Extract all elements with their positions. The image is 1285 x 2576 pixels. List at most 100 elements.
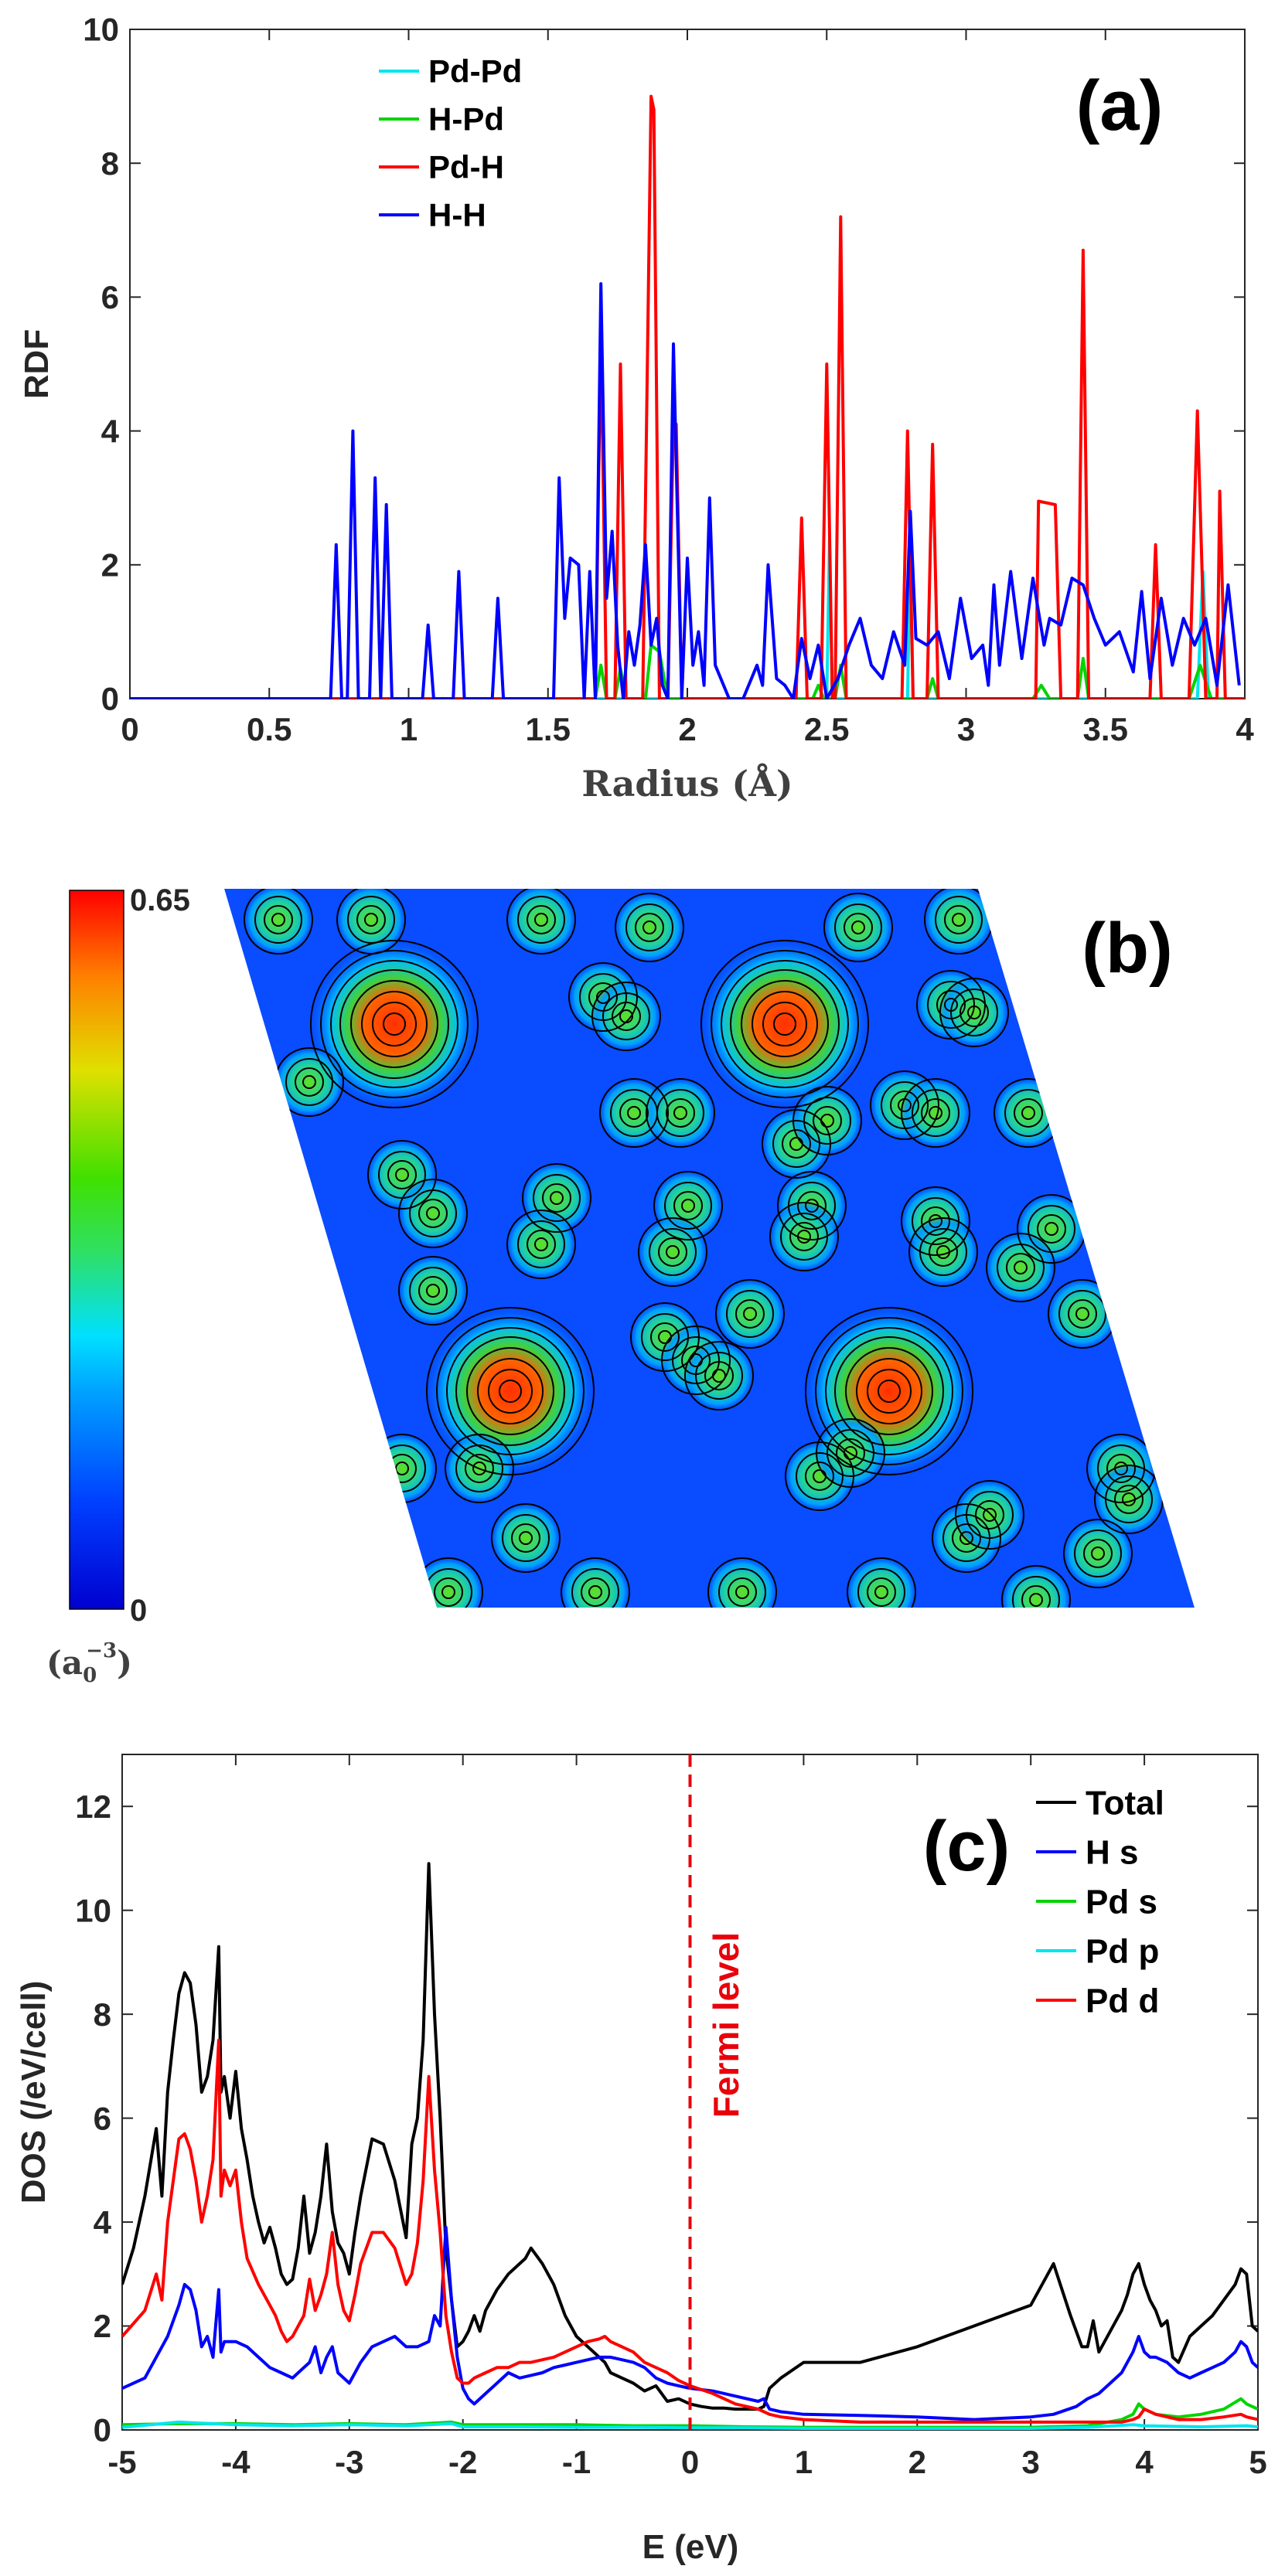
density-contour-ring [418, 1276, 448, 1305]
density-contour-ring [646, 1078, 715, 1148]
h-atom-density [1047, 1278, 1118, 1349]
density-contour-ring [295, 1067, 324, 1097]
density-contour-ring [1074, 1530, 1122, 1577]
legend-label: Pd p [1086, 1932, 1159, 1970]
h-atom-density [1062, 1518, 1133, 1589]
legend-label: Pd-H [428, 149, 504, 185]
panel-a-ticks: 0 0.5 1 1.5 2 2.5 3 3.5 4 0 2 4 6 8 10 [83, 12, 1254, 747]
density-contour-ring [372, 1002, 417, 1046]
legend-label: H-Pd [428, 101, 504, 138]
density-contour-ring [1029, 1593, 1043, 1607]
density-contour-ring [347, 896, 395, 944]
density-contour-ring [1058, 1290, 1106, 1338]
density-contour-ring [867, 1577, 896, 1607]
y-tick-label: 6 [94, 2100, 111, 2136]
h-atom-density [490, 1502, 561, 1574]
density-contour-ring [815, 1317, 963, 1465]
density-contour-ring [797, 1230, 811, 1244]
series-line-h-s [122, 2225, 1258, 2421]
h-atom-density [923, 889, 994, 955]
density-contour-ring [983, 1508, 997, 1522]
density-contour-ring [707, 1557, 777, 1608]
density-contour-ring [704, 1361, 734, 1390]
density-contour-ring [465, 1454, 494, 1483]
density-contour-ring [656, 1089, 704, 1137]
density-contour-ring [571, 1568, 619, 1608]
x-tick-label: 2.5 [804, 711, 849, 747]
density-contour-ring [857, 1568, 905, 1608]
x-tick-label: 1 [795, 2444, 813, 2480]
density-contour-ring [921, 1098, 950, 1128]
y-tick-label: 4 [101, 413, 120, 449]
density-contour-ring [769, 1202, 839, 1271]
density-contour-ring [339, 969, 449, 1079]
y-tick-label: 10 [83, 12, 119, 48]
x-tick-label: 0.5 [247, 711, 291, 747]
h-atom-density [560, 1557, 631, 1608]
density-contour-ring [780, 1213, 828, 1261]
density-contour-ring [921, 1206, 950, 1236]
density-contour-ring [712, 1369, 726, 1383]
density-contour-ring [684, 1341, 754, 1411]
density-contour-ring [932, 1503, 1001, 1573]
x-tick-label: 3 [957, 711, 975, 747]
panel-c-ylabel: DOS (/eV/cell) [15, 1981, 53, 2204]
density-contour-ring [395, 1462, 409, 1475]
panel-b-charge-density-map: 0.65 0 (a0−3) (b) [46, 883, 1195, 1687]
x-tick-label: 0 [121, 711, 138, 747]
density-contour-ring [619, 1009, 633, 1023]
panel-c-series [122, 1862, 1258, 2430]
density-contour-ring [506, 889, 576, 955]
h-atom-density [366, 1433, 438, 1504]
legend-label: Pd-Pd [428, 53, 522, 90]
density-contour-ring [445, 1434, 514, 1503]
series-line-pd-p [122, 2420, 1258, 2430]
density-contour-ring [527, 1230, 556, 1259]
density-contour-ring [336, 889, 406, 955]
density-contour-ring [320, 950, 469, 1098]
density-contour-ring [638, 1217, 707, 1287]
density-contour-ring [441, 1585, 455, 1599]
density-contour-ring [805, 1462, 834, 1491]
colorbar-max-label: 0.65 [130, 883, 190, 917]
density-contour-ring [350, 980, 438, 1068]
density-contour-ring [534, 1237, 548, 1251]
density-contour-ring [912, 1089, 959, 1137]
y-tick-label: 6 [101, 279, 119, 315]
density-contour-ring [890, 1091, 919, 1120]
density-contour-ring [661, 1325, 731, 1395]
series-line-pd-h [130, 94, 1245, 699]
x-tick-label: 2 [678, 711, 696, 747]
h-atom-density [397, 1255, 469, 1326]
h-atom-density [908, 1217, 979, 1288]
density-contour-ring [310, 940, 479, 1108]
y-tick-label: 12 [75, 1788, 111, 1825]
legend-label: H s [1086, 1833, 1138, 1871]
density-contour-ring [455, 1445, 503, 1492]
density-contour-ring [615, 893, 684, 962]
density-contour-ring [409, 1267, 457, 1315]
fermi-level-label: Fermi level [706, 1932, 746, 2118]
x-tick-label: -4 [221, 2444, 251, 2480]
density-contour-ring [426, 1284, 440, 1298]
density-contour-ring [426, 1307, 595, 1475]
density-contour-ring [867, 1369, 912, 1414]
density-contour-ring [929, 1237, 958, 1267]
h-atom-density [645, 1077, 716, 1148]
x-tick-label: 4 [1135, 2444, 1154, 2480]
density-contour-ring [602, 992, 650, 1040]
density-contour-ring [813, 1106, 842, 1135]
density-contour-ring [726, 1290, 774, 1338]
density-contour-ring [730, 969, 840, 1079]
density-contour-ring [845, 1347, 933, 1435]
h-atom-density [900, 1077, 971, 1148]
density-contour-ring [728, 1577, 757, 1607]
density-contour-ring [383, 1012, 406, 1036]
density-contour-ring [519, 1531, 533, 1545]
density-contour-ring [398, 1256, 468, 1325]
colorbar-unit-label: (a0−3) [46, 1639, 132, 1687]
density-contour-ring [735, 1585, 749, 1599]
density-contour-ring [426, 1206, 440, 1220]
series-line-total [122, 1862, 1258, 2411]
